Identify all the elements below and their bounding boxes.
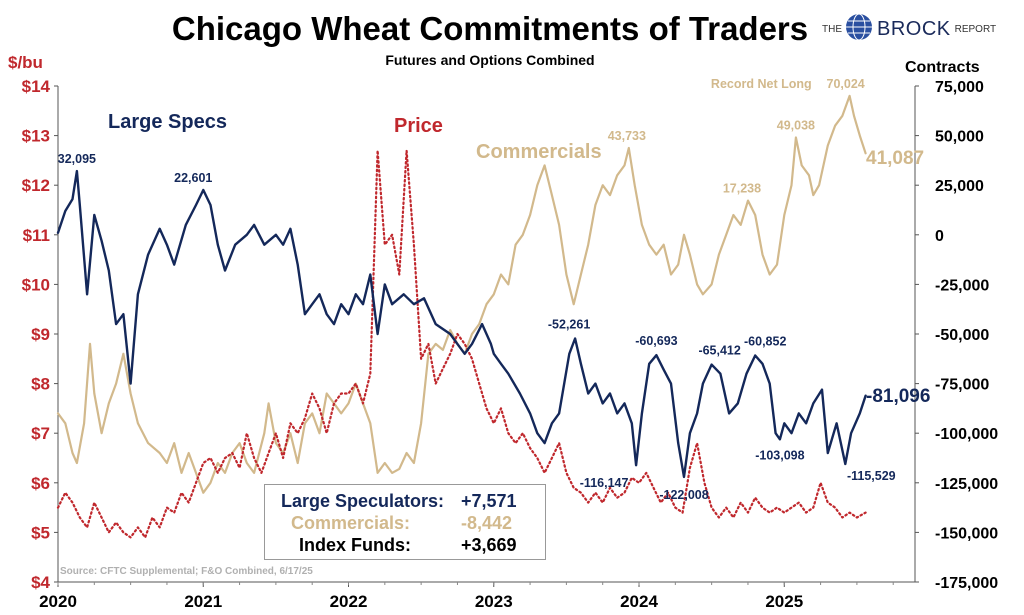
large-specs-data-label: -103,098 — [755, 448, 804, 462]
x-tick-label: 2023 — [475, 592, 513, 611]
left-tick-label: $8 — [31, 375, 50, 394]
right-axis-title: Contracts — [905, 59, 980, 76]
chart-title: Chicago Wheat Commitments of Traders — [171, 10, 809, 47]
large-specs-end-label: -81,096 — [866, 386, 930, 407]
commercials-data-label: 49,038 — [777, 119, 815, 133]
large-specs-data-label: -122,008 — [659, 488, 708, 502]
x-tick-label: 2025 — [765, 592, 803, 611]
large-specs-data-label: -52,261 — [548, 317, 590, 331]
right-tick-label: -75,000 — [935, 377, 989, 394]
large-specs-series-label: Large Specs — [108, 111, 227, 133]
large-specs-data-label: 32,095 — [58, 152, 96, 166]
price-line — [56, 149, 867, 539]
price-series-label: Price — [394, 115, 443, 137]
commercials-line — [56, 94, 867, 494]
commercials-series-label: Commercials — [476, 141, 602, 163]
large-specs-line — [56, 169, 867, 479]
left-tick-label: $11 — [23, 226, 50, 245]
logo-brock: BROCK — [877, 17, 951, 40]
large-specs-data-label: 22,601 — [174, 171, 212, 185]
x-tick-label: 2024 — [620, 592, 658, 611]
left-tick-label: $7 — [31, 424, 50, 443]
left-tick-label: $13 — [22, 127, 50, 146]
commercials-data-label: 17,238 — [723, 182, 761, 196]
right-tick-label: -175,000 — [935, 575, 998, 592]
x-tick-label: 2020 — [39, 592, 77, 611]
left-tick-label: $5 — [31, 523, 50, 542]
right-tick-label: 25,000 — [935, 178, 984, 195]
right-tick-label: 50,000 — [935, 129, 984, 146]
commercials-data-label: 43,733 — [608, 129, 646, 143]
commercials-data-label: 70,024 — [827, 77, 865, 91]
x-tick-label: 2022 — [330, 592, 368, 611]
brock-report-logo: THE BROCK REPORT — [822, 13, 1012, 46]
right-tick-label: -125,000 — [935, 476, 998, 493]
left-axis-title: $/bu — [8, 53, 43, 72]
right-tick-label: 0 — [935, 228, 944, 245]
large-specs-data-label: -115,529 — [847, 469, 896, 483]
left-tick-label: $12 — [22, 176, 50, 195]
source-note: Source: CFTC Supplemental; F&O Combined,… — [60, 566, 313, 577]
legend-label-large-speculators: Large Speculators: — [281, 491, 445, 511]
left-tick-label: $14 — [22, 77, 51, 96]
commercials-end-label: 41,087 — [866, 148, 924, 169]
chart-subtitle: Futures and Options Combined — [385, 52, 595, 68]
legend-value-commercials: -8,442 — [461, 513, 513, 533]
logo-the: THE — [822, 23, 842, 35]
x-tick-label: 2021 — [184, 592, 222, 611]
right-tick-label: -25,000 — [935, 277, 989, 294]
legend-row-large-speculators: Large Speculators: — [281, 491, 444, 512]
left-tick-label: $9 — [31, 325, 50, 344]
legend-value-index-funds: +3,669 — [461, 535, 517, 555]
large-specs-data-label: -65,412 — [698, 344, 740, 358]
large-specs-data-label: -60,852 — [744, 335, 786, 349]
logo-report: REPORT — [954, 23, 997, 35]
legend-label-index-funds: Index Funds: — [299, 535, 411, 555]
legend-box: Large Speculators: +7,571 Commercials: -… — [264, 484, 546, 560]
left-tick-label: $6 — [31, 474, 50, 493]
commercials-annotation: Record Net Long — [711, 77, 812, 91]
globe-icon — [845, 13, 873, 46]
legend-label-commercials: Commercials: — [291, 513, 411, 533]
legend-value-large-speculators: +7,571 — [461, 491, 517, 511]
large-specs-data-label: -60,693 — [635, 334, 677, 348]
left-tick-label: $10 — [22, 275, 50, 294]
right-tick-label: -100,000 — [935, 426, 998, 443]
right-tick-label: -150,000 — [935, 525, 998, 542]
right-tick-label: -50,000 — [935, 327, 989, 344]
left-tick-label: $4 — [31, 573, 50, 592]
large-specs-data-label: -116,147 — [580, 476, 629, 490]
right-tick-label: 75,000 — [935, 79, 984, 96]
